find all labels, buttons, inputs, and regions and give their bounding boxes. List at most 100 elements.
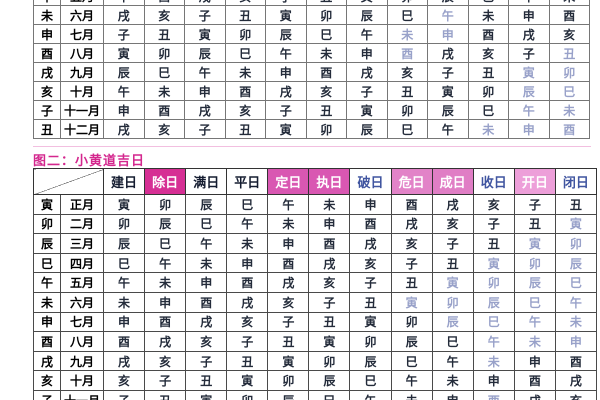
table-cell: 丑 [224, 5, 266, 25]
table-cell: 辰 [513, 272, 556, 293]
table-cell: 辰 [185, 194, 228, 215]
small-huangdao-table-wrap: 建日 除日 满日 平日 定日 执日 破日 危日 成日 收日 开日 闭日 寅正月寅卯辰巳午未申酉戌亥子丑… [33, 168, 599, 400]
column-header: 收日 [472, 168, 515, 195]
table-cell: 丑 [143, 24, 185, 44]
table-cell: 申 [102, 311, 146, 333]
row-branch-cell: 辰 [33, 233, 61, 254]
table-cell: 寅 [513, 233, 556, 254]
table-cell: 酉 [102, 331, 146, 352]
table-cell: 午 [390, 370, 433, 391]
table-cell: 寅 [554, 213, 598, 235]
table-cell: 寅 [265, 119, 307, 139]
table-row: 子十一月子丑寅卯辰巳午未申酉戌亥 [33, 389, 598, 400]
table-cell: 未 [548, 100, 590, 120]
row-branch-cell: 丑 [33, 119, 61, 139]
table-cell: 午 [103, 81, 145, 101]
table-cell: 子 [103, 24, 145, 44]
table-cell: 酉 [349, 213, 392, 235]
row-month-cell: 十月 [60, 370, 104, 391]
table-cell: 丑 [224, 119, 266, 139]
table-cell: 申 [346, 43, 388, 63]
table-cell: 戌 [390, 213, 433, 235]
table-cell: 寅 [308, 331, 351, 352]
table-cell: 午 [427, 5, 469, 25]
table-cell: 亥 [143, 119, 185, 139]
row-branch-cell: 子 [33, 389, 61, 400]
table-row: 戌九月辰巳午未申酉戌亥子丑寅卯 [33, 62, 590, 82]
row-month-cell: 四月 [60, 252, 104, 274]
table-cell: 戌 [427, 43, 469, 63]
table-cell: 申 [427, 24, 469, 44]
table-row: 酉八月寅卯辰巳午未申酉戌亥子丑 [33, 43, 590, 63]
table-cell: 卯 [144, 194, 187, 215]
table-cell: 未 [390, 389, 433, 400]
table-cell: 戌 [184, 100, 226, 120]
table-cell: 丑 [144, 389, 187, 400]
table-cell: 酉 [390, 194, 433, 215]
table-cell: 酉 [472, 389, 515, 400]
table-cell: 子 [185, 350, 228, 372]
small-huangdao-table: 建日 除日 满日 平日 定日 执日 破日 危日 成日 收日 开日 闭日 寅正月寅卯辰巳午未申酉戌亥子丑… [33, 168, 598, 400]
row-branch-cell: 申 [33, 24, 61, 44]
table-cell: 巳 [386, 119, 428, 139]
table-cell: 巳 [102, 252, 146, 274]
table-cell: 巳 [390, 350, 433, 372]
diagonal-corner-cell [33, 168, 104, 195]
row-month-cell: 十一月 [60, 100, 104, 120]
table-cell: 丑 [472, 233, 515, 254]
table-row: 丑十二月戌亥子丑寅卯辰巳午未申酉 [33, 119, 590, 139]
table-cell: 戌 [265, 81, 307, 101]
table-cell: 酉 [548, 119, 590, 139]
table-cell: 酉 [143, 100, 185, 120]
table-cell: 巳 [185, 213, 228, 235]
table-cell: 寅 [431, 272, 474, 293]
row-branch-cell: 未 [33, 5, 61, 25]
table-cell: 卯 [308, 350, 351, 372]
row-month-cell: 八月 [60, 331, 104, 352]
table-cell: 亥 [472, 194, 515, 215]
table-cell: 申 [431, 389, 474, 400]
header-row: 建日 除日 满日 平日 定日 执日 破日 危日 成日 收日 开日 闭日 [33, 168, 598, 195]
table-cell: 戌 [308, 252, 351, 274]
table-cell: 辰 [390, 331, 433, 352]
table-cell: 巳 [349, 370, 392, 391]
table-row: 申七月申酉戌亥子丑寅卯辰巳午未 [33, 311, 598, 333]
row-branch-cell: 亥 [33, 370, 61, 391]
table-row: 寅正月寅卯辰巳午未申酉戌亥子丑 [33, 194, 598, 215]
table-row: 午五月午未申酉戌亥子丑寅卯辰巳 [33, 272, 598, 293]
row-branch-cell: 申 [33, 311, 61, 333]
table-cell: 子 [431, 233, 474, 254]
big-huangdao-table-body: 午五月申酉戌亥子丑寅卯辰巳午未未六月戌亥子丑寅卯辰巳午未申酉申七月子丑寅卯辰巳午… [33, 0, 590, 139]
table-cell: 午 [554, 291, 598, 313]
table-cell: 辰 [346, 119, 388, 139]
table-cell: 子 [102, 389, 146, 400]
table-cell: 申 [144, 291, 187, 313]
table-cell: 午 [102, 272, 146, 293]
table-cell: 卯 [554, 233, 598, 254]
table-cell: 戌 [185, 311, 228, 333]
row-branch-cell: 亥 [33, 81, 61, 101]
table-cell: 未 [185, 252, 228, 274]
table-cell: 未 [431, 370, 474, 391]
table-cell: 寅 [185, 389, 228, 400]
table-row: 未六月戌亥子丑寅卯辰巳午未申酉 [33, 5, 590, 25]
table-cell: 卯 [143, 43, 185, 63]
row-branch-cell: 戌 [33, 350, 61, 372]
table-row: 亥十月亥子丑寅卯辰巳午未申酉戌 [33, 370, 598, 391]
row-branch-cell: 卯 [33, 213, 61, 235]
table-row: 子十一月申酉戌亥子丑寅卯辰巳午未 [33, 100, 590, 120]
table-cell: 申 [508, 5, 550, 25]
table-cell: 亥 [390, 233, 433, 254]
table-cell: 酉 [185, 291, 228, 313]
table-cell: 戌 [226, 291, 269, 313]
column-header: 定日 [267, 168, 310, 195]
table-cell: 酉 [467, 24, 509, 44]
table-cell: 巳 [472, 311, 515, 333]
column-header: 满日 [185, 168, 228, 195]
table-cell: 巳 [386, 5, 428, 25]
row-month-cell: 五月 [60, 272, 104, 293]
table-cell: 未 [467, 5, 509, 25]
table-cell: 寅 [390, 291, 433, 313]
table-cell: 戌 [349, 233, 392, 254]
